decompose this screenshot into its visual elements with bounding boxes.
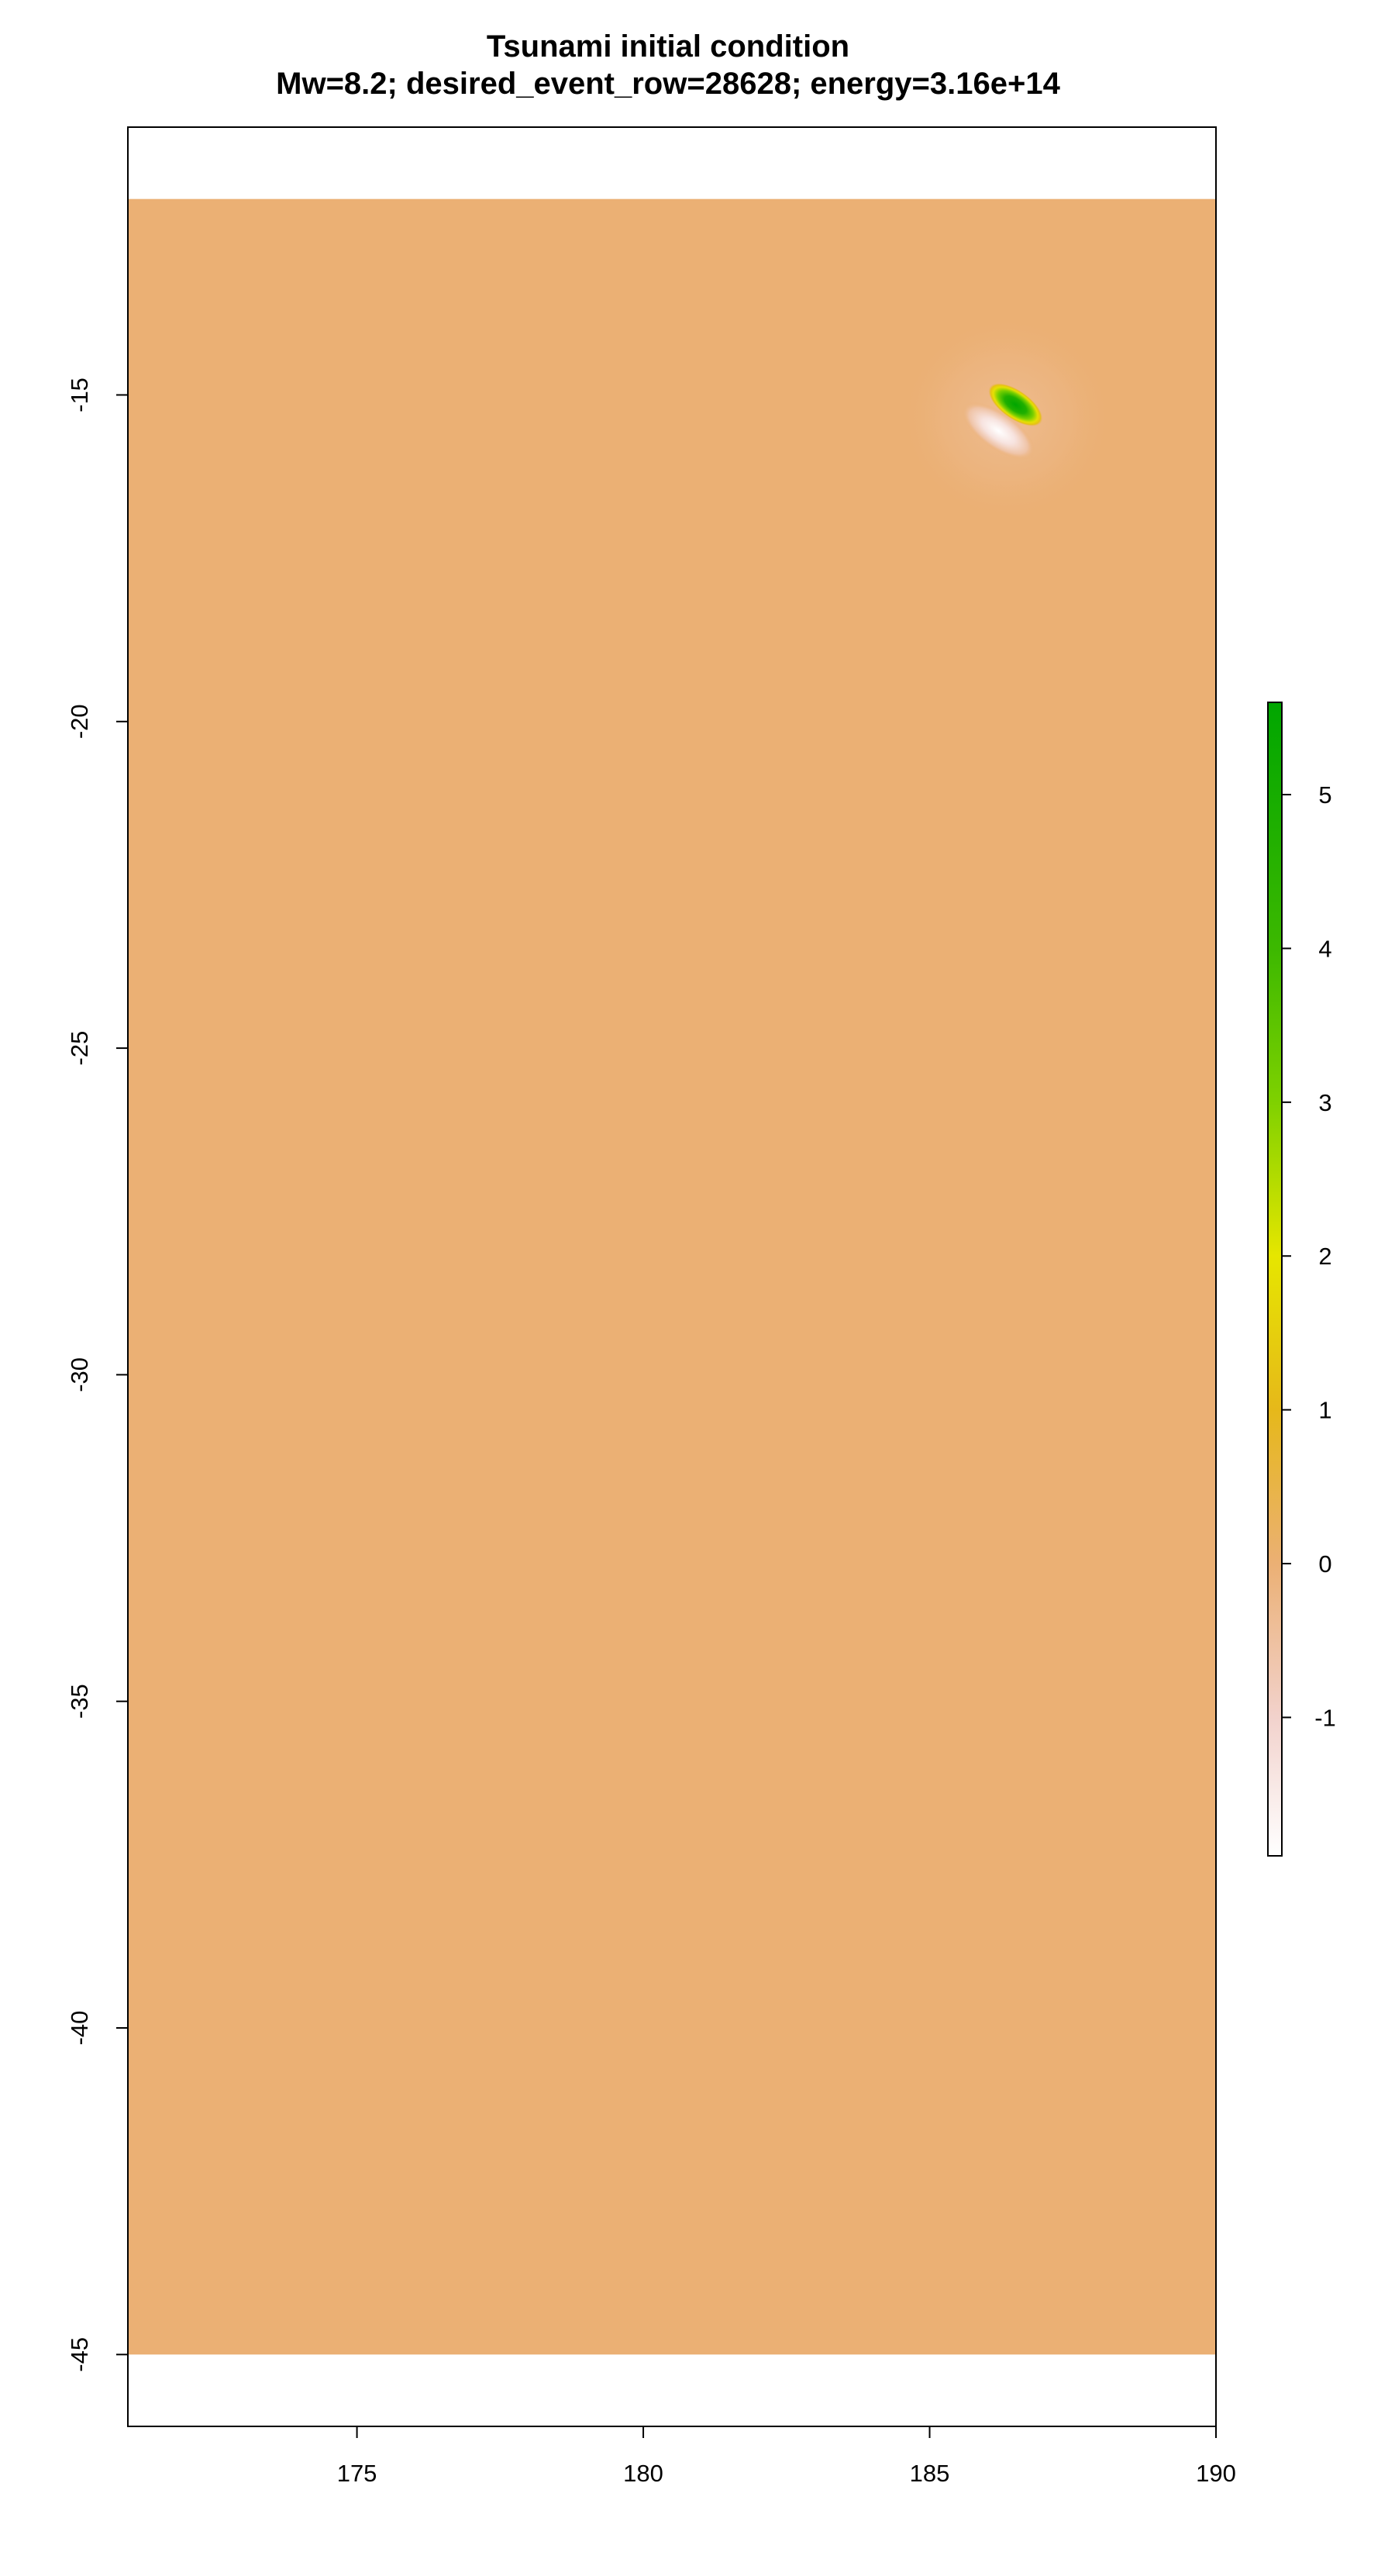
x-tick-label: 185 bbox=[910, 2460, 950, 2487]
colorbar-tick-label: 3 bbox=[1318, 1089, 1331, 1116]
y-tick-label: -45 bbox=[66, 2337, 93, 2372]
y-tick-label: -25 bbox=[66, 1031, 93, 1066]
colorbar-legend: -1 0 1 2 3 4 5 bbox=[1267, 702, 1336, 1857]
y-tick-label: -15 bbox=[66, 378, 93, 412]
colorbar-tick-label: 0 bbox=[1318, 1550, 1331, 1578]
colorbar-ramp bbox=[1267, 702, 1283, 1857]
x-tick-label: 180 bbox=[623, 2460, 663, 2487]
x-tick-label: 175 bbox=[337, 2460, 377, 2487]
colorbar-tick-label: 4 bbox=[1318, 935, 1331, 962]
plot-area bbox=[128, 198, 1216, 2355]
colorbar-tick-label: -1 bbox=[1314, 1704, 1336, 1731]
x-tick-label: 190 bbox=[1196, 2460, 1236, 2487]
chart-title: Tsunami initial condition bbox=[487, 29, 849, 64]
displacement-raster bbox=[128, 198, 1216, 2355]
y-tick-label: -35 bbox=[66, 1684, 93, 1719]
y-tick-label: -40 bbox=[66, 2011, 93, 2046]
deformation-features bbox=[897, 313, 1116, 522]
x-axis: 175 180 185 190 bbox=[337, 2426, 1236, 2487]
colorbar-tick-label: 5 bbox=[1318, 781, 1331, 809]
uplift-lobe bbox=[988, 383, 1043, 426]
colorbar-tick-label: 1 bbox=[1318, 1397, 1331, 1424]
subsidence-lobe bbox=[961, 402, 1035, 460]
colorbar-tick-label: 2 bbox=[1318, 1243, 1331, 1270]
chart-subtitle: Mw=8.2; desired_event_row=28628; energy=… bbox=[276, 67, 1060, 101]
y-tick-label: -20 bbox=[66, 704, 93, 739]
y-tick-label: -30 bbox=[66, 1357, 93, 1392]
y-axis: -15 -20 -25 -30 -35 -40 -45 bbox=[66, 378, 129, 2372]
